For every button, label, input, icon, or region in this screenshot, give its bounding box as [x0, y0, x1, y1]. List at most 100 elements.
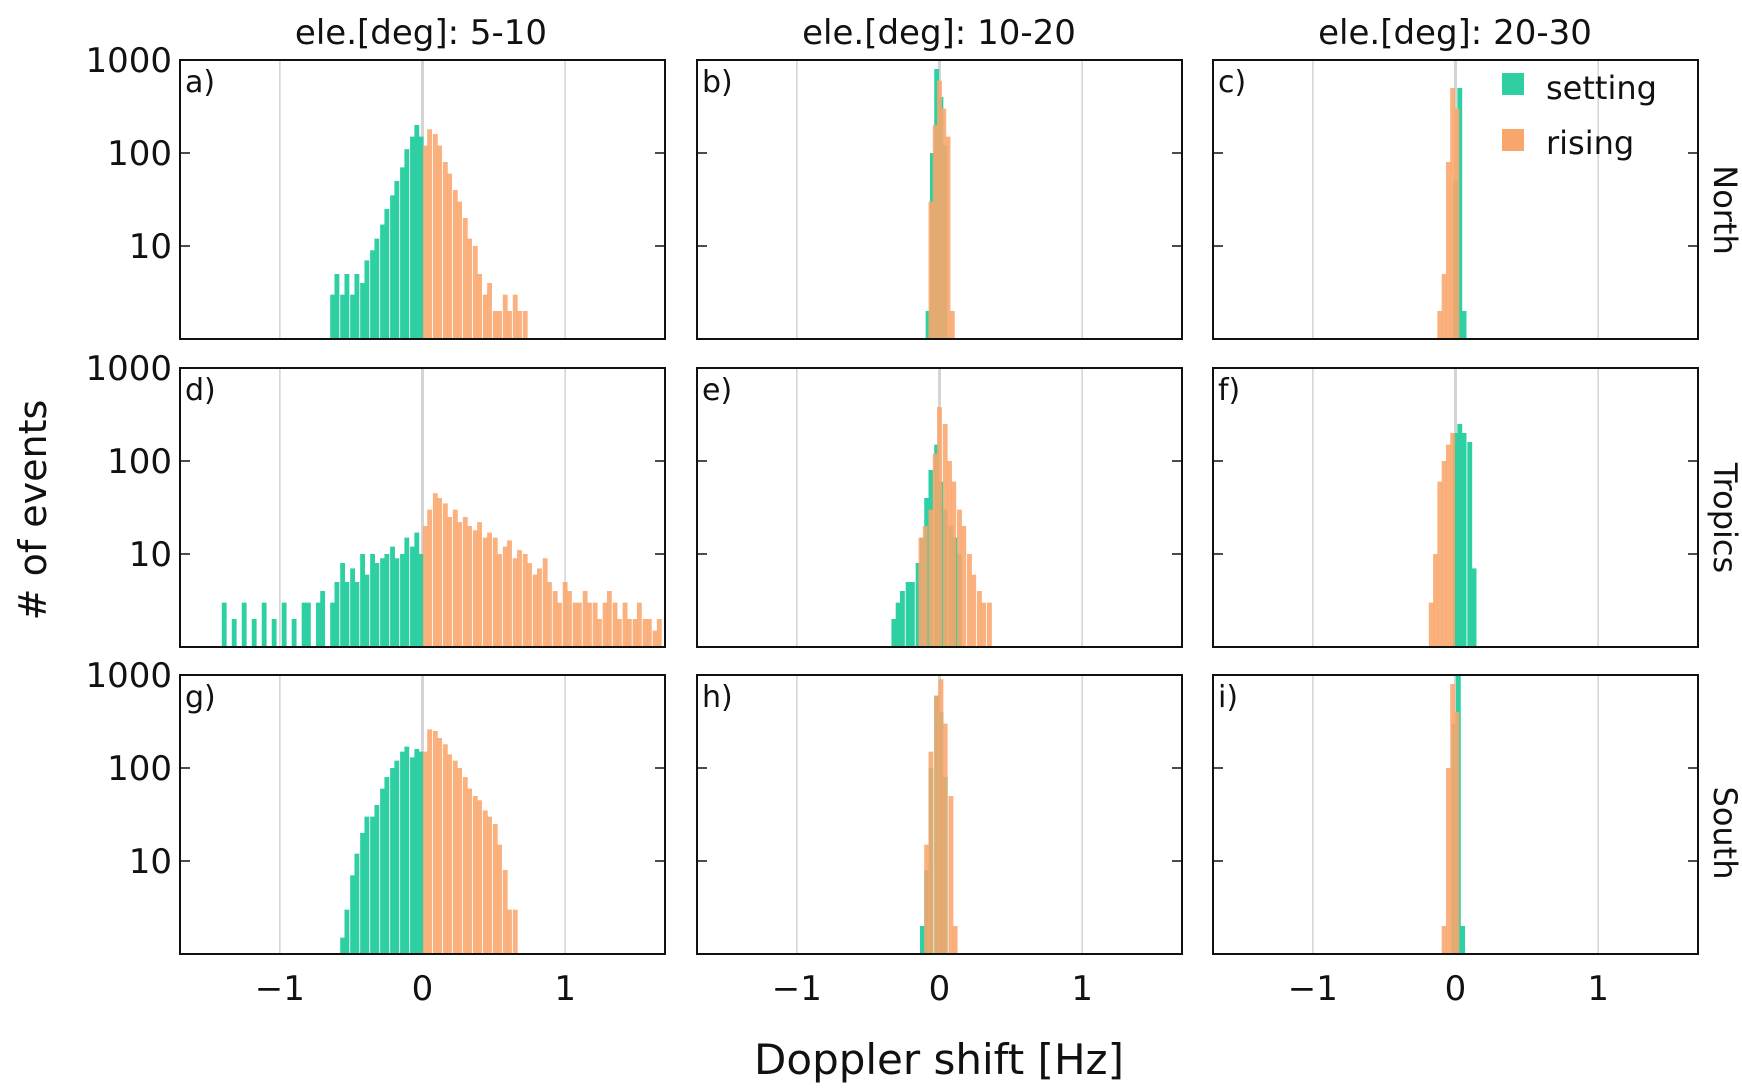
bar-setting — [364, 574, 370, 647]
bar-rising — [427, 509, 433, 647]
bar-setting — [281, 602, 287, 647]
panel-frame — [179, 59, 666, 340]
bar-rising — [1437, 481, 1443, 647]
col-title-2: ele.[deg]: 10-20 — [802, 13, 1076, 53]
bar-rising — [437, 145, 443, 339]
panel-frame — [179, 674, 666, 955]
bar-setting — [370, 250, 375, 339]
x-tick-label: 0 — [412, 969, 434, 1009]
bar-setting — [1453, 433, 1458, 647]
bar-rising — [606, 591, 612, 647]
bar-rising — [422, 145, 428, 339]
bar-rising — [1450, 433, 1456, 647]
bar-rising — [928, 509, 934, 647]
bar-rising — [622, 602, 628, 647]
bar-rising — [642, 619, 648, 647]
y-tick-label: 1000 — [85, 41, 172, 81]
x-tick-label: −1 — [255, 969, 305, 1009]
bar-rising — [432, 730, 438, 954]
bar-setting — [344, 909, 350, 954]
bar-rising — [467, 788, 472, 954]
bar-rising — [512, 294, 518, 339]
bar-rising — [626, 619, 632, 647]
bar-rising — [636, 602, 642, 647]
bar-rising — [1445, 444, 1451, 647]
bar-rising — [922, 526, 928, 647]
bar-rising — [477, 800, 482, 954]
bar-rising — [457, 768, 463, 954]
bar-setting — [1457, 423, 1463, 647]
bar-rising — [1445, 768, 1451, 954]
bar-setting — [410, 546, 415, 647]
bar-rising — [487, 283, 492, 339]
x-tick-label: −1 — [1288, 969, 1338, 1009]
col-title-3: ele.[deg]: 20-30 — [1318, 13, 1592, 53]
panel-label: a) — [185, 65, 215, 100]
bar-rising — [1454, 108, 1460, 340]
bar-rising — [947, 461, 952, 647]
x-tick-label: 1 — [554, 969, 576, 1009]
bar-rising — [552, 591, 558, 647]
bar-setting — [404, 537, 410, 647]
x-axis-label: Doppler shift [Hz] — [754, 1035, 1124, 1084]
panel-g: g) 10 100 1000 −1 0 1 — [85, 656, 666, 1009]
bar-setting — [925, 311, 931, 339]
bar-rising — [596, 619, 602, 647]
row-title-north: North — [1706, 165, 1742, 255]
panel-frame — [1212, 674, 1699, 955]
bar-rising — [1441, 461, 1447, 647]
bar-rising — [477, 273, 482, 339]
bar-rising — [938, 679, 944, 954]
bar-rising — [502, 294, 508, 339]
y-tick-label: 1000 — [85, 349, 172, 389]
bar-setting — [418, 136, 424, 339]
bar-rising — [472, 530, 478, 647]
bar-rising — [422, 751, 428, 954]
bar-setting — [915, 563, 921, 647]
bar-rising — [527, 563, 532, 647]
bar-rising — [952, 926, 958, 954]
panel-d: d) 10 100 1000 — [85, 349, 666, 648]
bar-setting — [251, 619, 257, 647]
x-tick-label: 1 — [1587, 969, 1609, 1009]
bar-rising — [977, 591, 982, 647]
bar-setting — [330, 294, 336, 339]
legend-swatch-setting — [1502, 73, 1524, 95]
bar-rising — [967, 554, 972, 647]
bar-rising — [487, 532, 492, 647]
bar-rising — [632, 619, 638, 647]
bar-setting — [350, 568, 356, 647]
bar-rising — [517, 311, 522, 339]
bar-rising — [646, 619, 652, 647]
bar-rising — [467, 238, 472, 339]
bar-rising — [567, 591, 572, 647]
bar-setting — [364, 260, 370, 339]
bar-setting — [334, 581, 340, 647]
row-title-tropics: Tropics — [1706, 462, 1742, 573]
bar-rising — [948, 795, 954, 954]
bar-setting — [374, 563, 380, 647]
legend-swatch-rising — [1502, 129, 1524, 151]
bar-rising — [502, 870, 508, 954]
bar-rising — [961, 526, 967, 647]
panel-b: b) — [696, 59, 1183, 340]
bar-rising — [427, 729, 433, 954]
bar-rising — [507, 311, 512, 339]
bar-rising — [951, 481, 957, 647]
bar-setting — [305, 602, 311, 647]
bar-setting — [340, 563, 346, 647]
x-tick-label: 0 — [1445, 969, 1467, 1009]
bar-rising — [1441, 926, 1447, 954]
bar-rising — [517, 550, 522, 647]
bar-setting — [344, 581, 350, 647]
bar-rising — [497, 554, 502, 647]
bar-rising — [937, 80, 942, 340]
bar-setting — [394, 180, 400, 339]
legend-label-setting: setting — [1546, 69, 1657, 107]
bar-setting — [374, 805, 380, 954]
bar-rising — [656, 619, 662, 647]
bar-rising — [477, 522, 482, 647]
panel-label: g) — [185, 680, 216, 715]
bar-setting — [418, 751, 424, 954]
panel-label: b) — [702, 65, 733, 100]
